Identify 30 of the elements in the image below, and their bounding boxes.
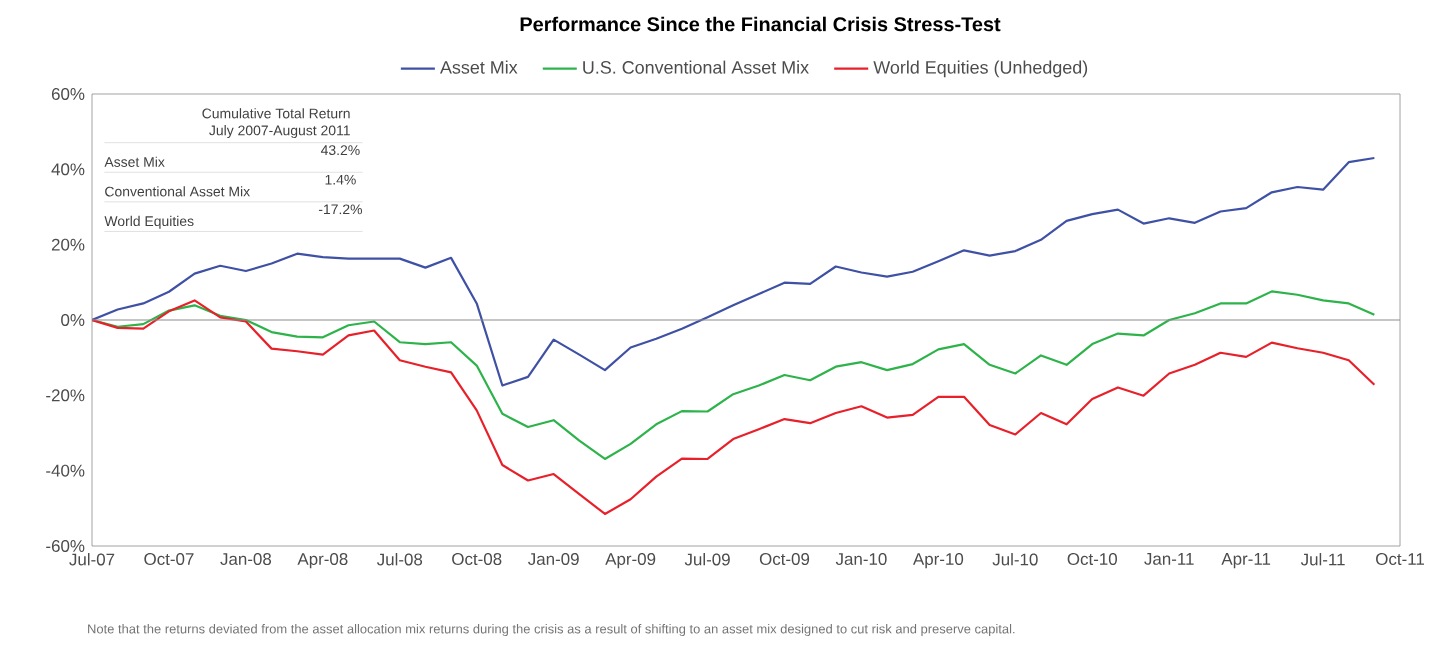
x-tick-label: Oct-11 — [1376, 553, 1424, 566]
x-tick-label: Apr-09 — [605, 553, 656, 569]
x-tick-label: Apr-11 — [1221, 553, 1271, 569]
legend-label: Asset Mix — [440, 60, 518, 74]
x-tick-label: Apr-08 — [297, 553, 348, 569]
legend-label: World Equities (Unhedged) — [873, 60, 1088, 78]
x-tick-label: Oct-07 — [144, 553, 194, 566]
x-tick-label: Jul-08 — [376, 553, 423, 566]
line-series — [92, 299, 1376, 516]
x-tick-label: Jan-08 — [220, 553, 272, 566]
y-tick-label: 20% — [51, 238, 85, 251]
y-tick-label: 40% — [51, 163, 85, 176]
x-tick-label: Jan-11 — [1144, 553, 1194, 565]
x-tick-label: Oct-09 — [759, 553, 810, 566]
legend-label: U.S. Conventional Asset Mix — [583, 60, 809, 74]
x-tick-label: Jul-07 — [69, 553, 115, 566]
x-tick-label: Oct-08 — [452, 553, 502, 566]
y-tick-label: -40% — [46, 464, 85, 477]
y-tick-label: -20% — [46, 389, 85, 402]
x-tick-label: Apr-10 — [912, 553, 964, 569]
y-tick-label: 60% — [51, 88, 85, 100]
y-tick-label: -60% — [46, 540, 85, 552]
x-tick-label: Jan-10 — [835, 553, 887, 566]
x-tick-label: Jul-11 — [1300, 553, 1345, 566]
x-tick-label: Jul-10 — [992, 553, 1038, 566]
chart-title: Performance Since the Financial Crisis Stress-Test — [520, 16, 1001, 32]
x-tick-label: Jan-09 — [528, 553, 579, 566]
y-tick-label: 0% — [61, 314, 85, 326]
x-tick-label: Oct-10 — [1067, 553, 1117, 566]
x-tick-label: Jul-09 — [684, 553, 730, 566]
